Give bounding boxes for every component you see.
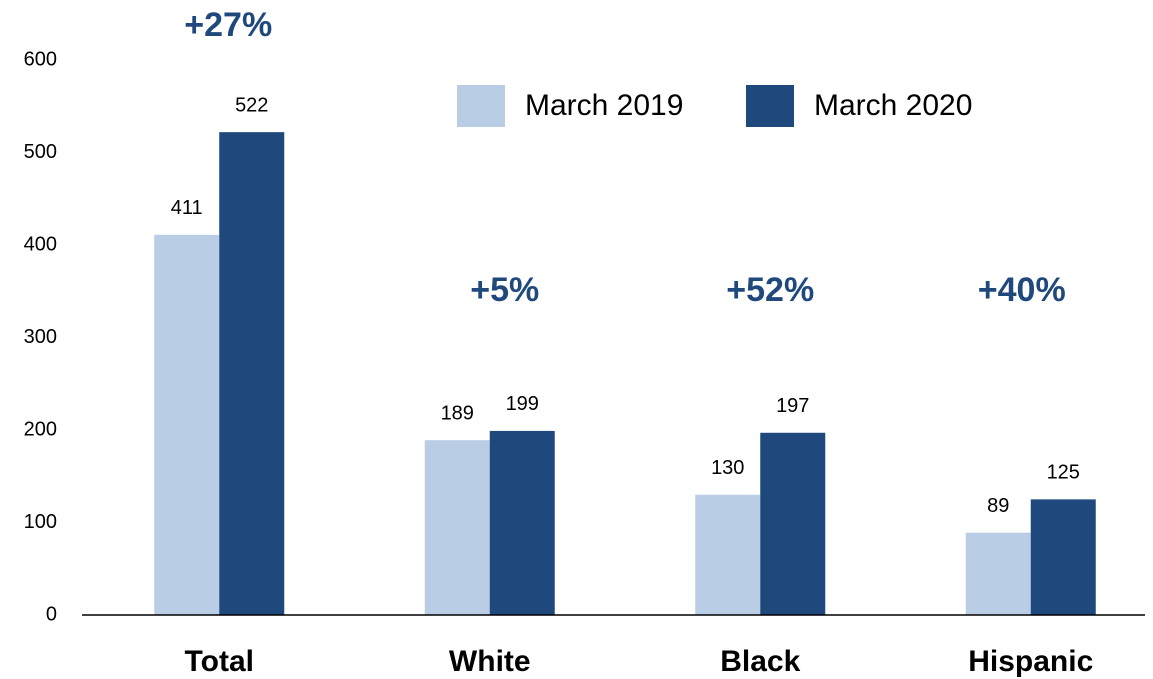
y-tick-label: 400 (24, 233, 57, 255)
bar (489, 430, 555, 615)
legend-label: March 2020 (814, 89, 972, 122)
x-tick-label: Black (720, 645, 800, 678)
value-label: 197 (776, 395, 809, 417)
x-tick-label: Total (185, 645, 254, 678)
bar (695, 494, 761, 615)
bar (154, 234, 220, 615)
legend-swatch (457, 85, 505, 127)
bar (219, 132, 285, 615)
y-tick-label: 500 (24, 141, 57, 163)
y-tick-label: 200 (24, 418, 57, 440)
value-label: 522 (235, 94, 268, 116)
legend-swatch (746, 85, 794, 127)
x-tick-label: Hispanic (968, 645, 1093, 678)
value-label: 125 (1047, 462, 1080, 484)
bar (760, 432, 826, 615)
annotation: +27% (184, 6, 272, 44)
x-tick-label: White (449, 645, 531, 678)
annotation: +40% (978, 271, 1066, 309)
legend-label: March 2019 (525, 89, 683, 122)
bar (424, 440, 490, 615)
value-label: 89 (987, 495, 1009, 517)
y-tick-label: 300 (24, 326, 57, 348)
bar (1030, 499, 1096, 615)
y-tick-label: 600 (24, 48, 57, 70)
value-label: 411 (171, 197, 203, 219)
bar (965, 532, 1031, 615)
annotation: +5% (470, 271, 539, 309)
value-label: 130 (711, 457, 744, 479)
y-tick-label: 100 (24, 511, 57, 533)
annotation: +52% (726, 271, 814, 309)
y-tick-label: 0 (46, 603, 57, 625)
value-label: 189 (441, 402, 474, 424)
value-label: 199 (506, 393, 539, 415)
